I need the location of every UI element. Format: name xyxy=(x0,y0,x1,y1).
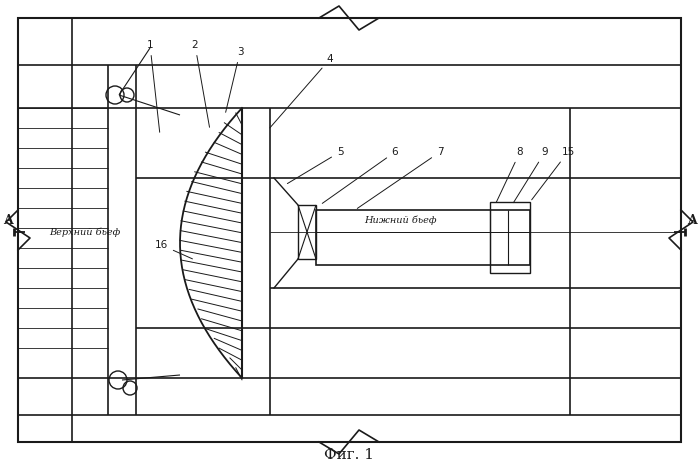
Text: A: A xyxy=(3,213,13,226)
Text: 5: 5 xyxy=(287,147,343,184)
Text: Верхний бьеф: Верхний бьеф xyxy=(50,227,121,237)
Text: 3: 3 xyxy=(226,47,243,113)
Text: 9: 9 xyxy=(514,147,548,203)
Text: Фиг. 1: Фиг. 1 xyxy=(324,448,374,462)
Text: 2: 2 xyxy=(192,40,210,127)
Bar xyxy=(298,205,316,259)
Text: 16: 16 xyxy=(154,240,192,259)
Text: 8: 8 xyxy=(496,147,524,202)
Text: 1: 1 xyxy=(147,40,159,132)
Bar xyxy=(490,202,530,273)
Text: Нижний бьеф: Нижний бьеф xyxy=(363,215,436,225)
Text: 7: 7 xyxy=(357,147,443,208)
Text: 6: 6 xyxy=(322,147,398,203)
Bar xyxy=(316,210,530,265)
Text: A: A xyxy=(687,213,697,226)
Text: 4: 4 xyxy=(270,54,333,128)
Text: 15: 15 xyxy=(532,147,575,200)
